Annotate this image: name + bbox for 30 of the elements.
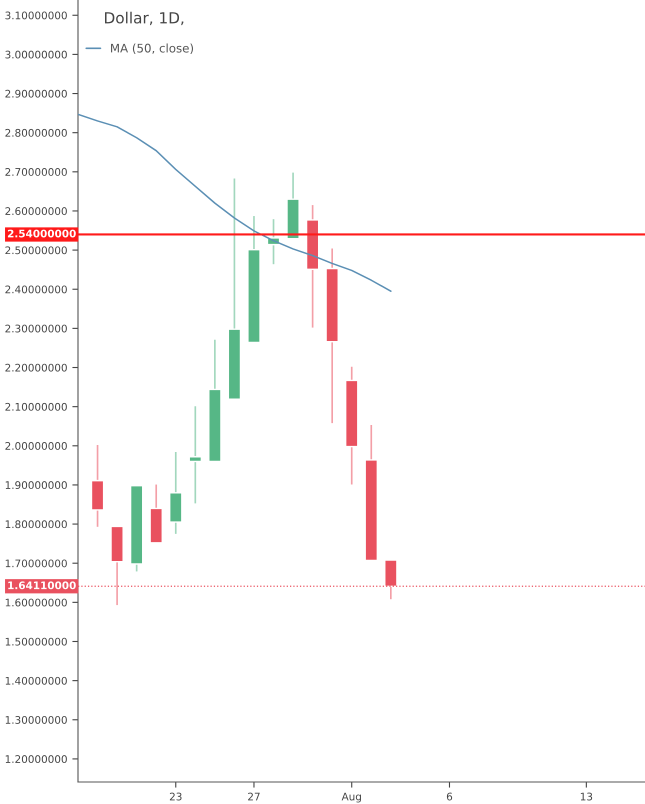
y-tick-label: 2.90000000 <box>5 90 67 98</box>
y-tick-label: 1.70000000 <box>6 559 67 568</box>
y-tick-label: 2.70000000 <box>5 168 67 176</box>
y-tick-label: 2.80000000 <box>5 128 67 137</box>
x-tick-label: 13 <box>580 792 592 800</box>
x-tick-label: Aug <box>342 792 361 802</box>
legend-label: MA (50, close) <box>111 43 194 54</box>
y-tick-label: 1.60000000 <box>6 598 67 606</box>
y-tick-label: 2.20000000 <box>5 364 67 372</box>
y-tick-label: 1.50000000 <box>6 638 67 646</box>
ref-line-label: 2.54000000 <box>8 230 76 238</box>
y-tick-label: 2.40000000 <box>5 285 67 294</box>
y-tick-label: 3.10000000 <box>5 11 67 20</box>
ref-line-label: 1.64110000 <box>8 581 76 590</box>
y-tick-label: 2.00000000 <box>5 442 67 450</box>
y-tick-label: 2.30000000 <box>5 324 67 332</box>
x-tick-label: 23 <box>170 792 182 800</box>
y-tick-label: 2.50000000 <box>5 246 67 254</box>
x-tick-label: 27 <box>248 792 260 800</box>
y-tick-label: 2.10000000 <box>5 402 67 411</box>
text: Dollar, 1D, <box>105 12 184 26</box>
y-tick-label: 1.80000000 <box>6 520 67 528</box>
y-tick-label: 1.90000000 <box>6 481 67 490</box>
y-tick-label: 2.60000000 <box>5 207 67 216</box>
y-tick-label: 1.30000000 <box>6 716 67 724</box>
y-tick-label: 3.00000000 <box>5 50 67 59</box>
x-tick-label: 6 <box>446 792 452 800</box>
y-tick-label: 1.20000000 <box>6 755 67 764</box>
line-series <box>78 114 392 292</box>
y-tick-label: 1.40000000 <box>6 676 67 685</box>
